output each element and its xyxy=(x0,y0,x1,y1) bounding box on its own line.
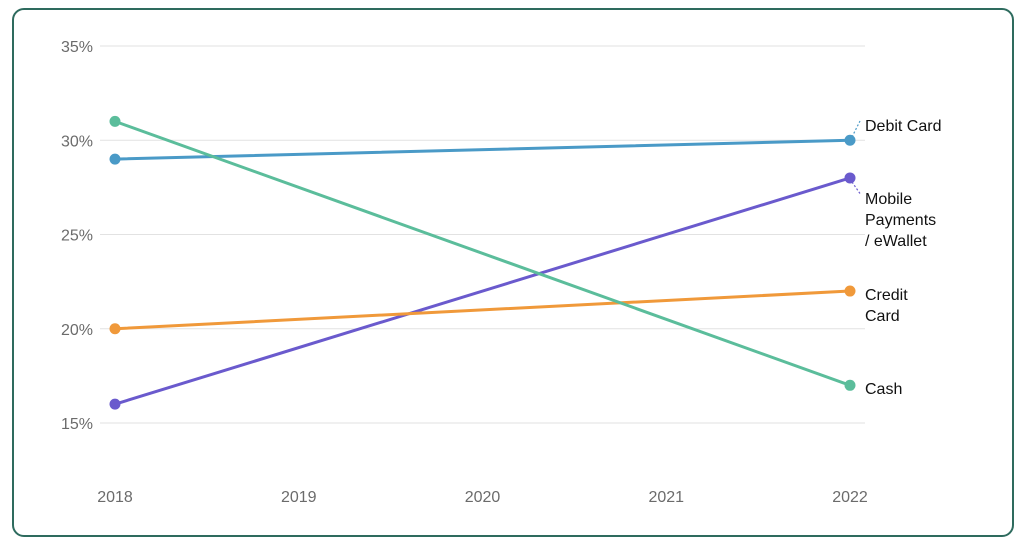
label-connector xyxy=(851,120,861,138)
x-tick-label: 2018 xyxy=(97,489,133,506)
x-axis-ticks: 2018 2019 2020 2021 2022 xyxy=(97,489,868,506)
data-point xyxy=(109,398,121,410)
series-lines xyxy=(109,115,856,410)
series-line xyxy=(113,289,852,331)
y-axis-ticks: 35% 30% 25% 20% 15% xyxy=(61,39,93,433)
series-label: Debit Card xyxy=(865,118,941,135)
y-tick-label: 35% xyxy=(61,39,93,56)
series-line xyxy=(113,119,852,387)
data-point xyxy=(844,134,856,146)
y-tick-label: 30% xyxy=(61,133,93,150)
grid-layer xyxy=(100,45,865,424)
x-tick-label: 2020 xyxy=(465,489,501,506)
data-point xyxy=(844,172,856,184)
data-point xyxy=(109,323,121,335)
x-tick-label: 2021 xyxy=(648,489,684,506)
y-tick-label: 20% xyxy=(61,322,93,339)
series-line xyxy=(113,176,852,406)
series-label: Payments xyxy=(865,212,936,229)
x-tick-label: 2022 xyxy=(832,489,868,506)
data-point xyxy=(844,379,856,391)
series-label: Cash xyxy=(865,381,902,398)
data-point xyxy=(109,115,121,127)
series-label: Mobile xyxy=(865,191,912,208)
y-tick-label: 25% xyxy=(61,228,93,245)
series-label: / eWallet xyxy=(865,233,927,250)
data-point xyxy=(109,153,121,165)
label-connector xyxy=(851,181,862,196)
series-labels: Debit Card Mobile Payments / eWallet Credit C… xyxy=(851,118,941,398)
series-line xyxy=(113,138,852,161)
series-label: Credit xyxy=(865,287,908,304)
y-tick-label: 15% xyxy=(61,416,93,433)
data-point xyxy=(844,285,856,297)
x-tick-label: 2019 xyxy=(281,489,317,506)
series-label: Card xyxy=(865,308,900,325)
chart-frame xyxy=(12,8,1014,537)
